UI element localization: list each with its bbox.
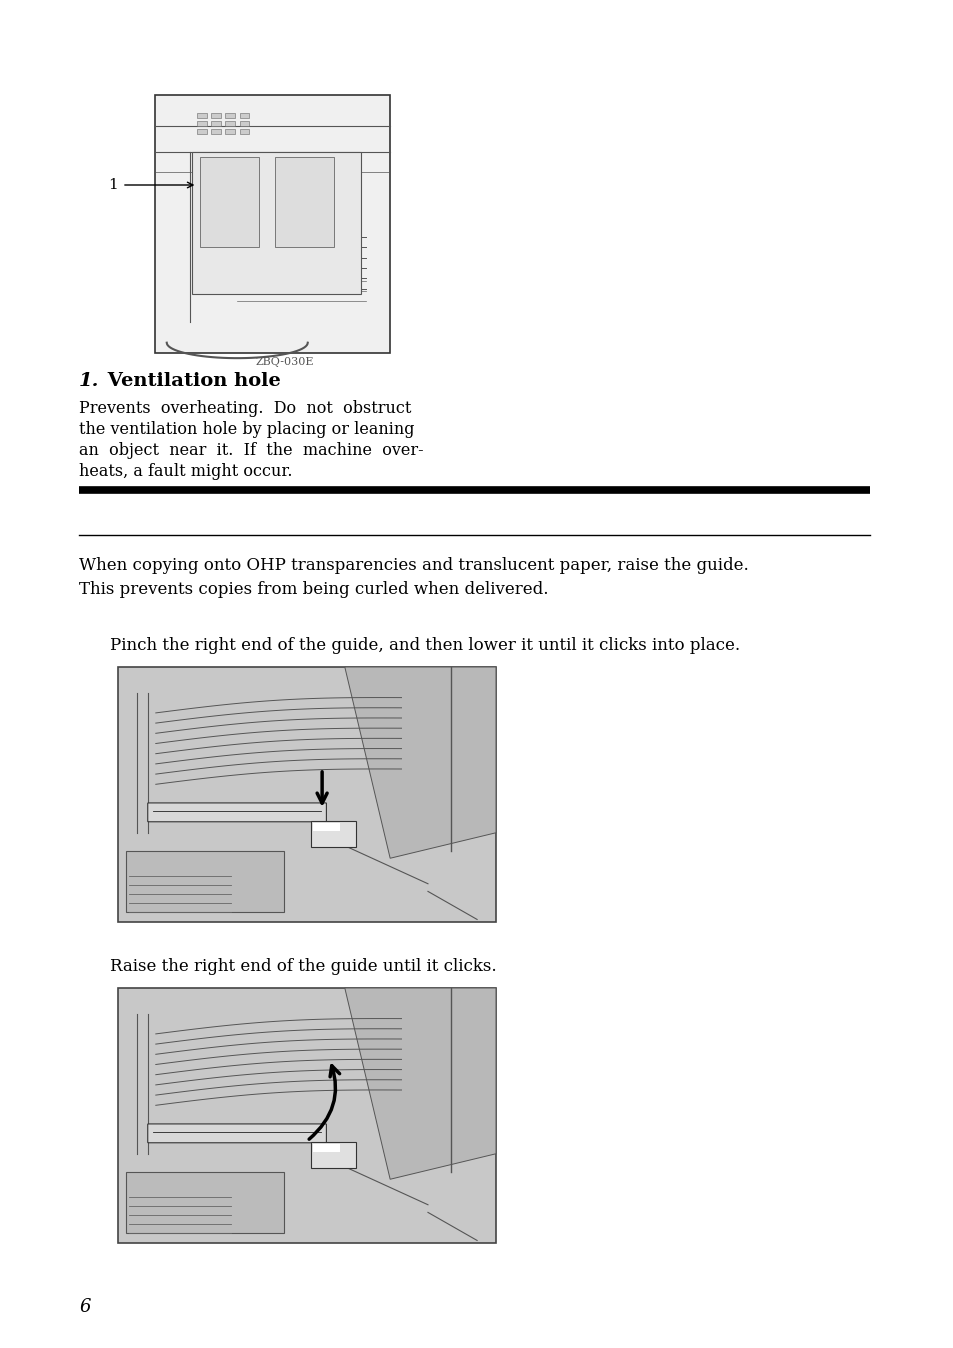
Bar <box>225 128 234 133</box>
Bar <box>197 113 207 119</box>
Bar <box>311 821 355 847</box>
Text: This prevents copies from being curled when delivered.: This prevents copies from being curled w… <box>79 581 548 599</box>
Bar <box>197 128 207 133</box>
Text: Ventilation hole: Ventilation hole <box>101 372 280 390</box>
Text: ZBQ-030E: ZBQ-030E <box>255 357 314 367</box>
Text: the ventilation hole by placing or leaning: the ventilation hole by placing or leani… <box>79 421 414 438</box>
Text: Prevents  overheating.  Do  not  obstruct: Prevents overheating. Do not obstruct <box>79 400 411 417</box>
Text: heats, a fault might occur.: heats, a fault might occur. <box>79 462 293 480</box>
Bar <box>118 988 496 1243</box>
Text: an  object  near  it.  If  the  machine  over-: an object near it. If the machine over- <box>79 442 423 460</box>
Bar <box>225 113 234 119</box>
Bar <box>313 824 339 830</box>
Bar <box>154 94 390 353</box>
Bar <box>311 1142 355 1167</box>
Text: Pinch the right end of the guide, and then lower it until it clicks into place.: Pinch the right end of the guide, and th… <box>110 638 740 654</box>
Bar <box>239 128 249 133</box>
Bar <box>118 667 496 922</box>
Text: Raise the right end of the guide until it clicks.: Raise the right end of the guide until i… <box>110 958 497 975</box>
Bar <box>212 121 220 125</box>
Bar <box>239 121 249 125</box>
Text: When copying onto OHP transparencies and translucent paper, raise the guide.: When copying onto OHP transparencies and… <box>79 557 748 574</box>
Bar <box>126 1171 284 1233</box>
Text: 6: 6 <box>79 1298 91 1316</box>
FancyBboxPatch shape <box>148 803 326 822</box>
Bar <box>212 113 220 119</box>
Polygon shape <box>344 667 496 859</box>
Bar <box>275 156 334 247</box>
Bar <box>193 152 361 294</box>
Bar <box>200 156 258 247</box>
FancyBboxPatch shape <box>148 1124 326 1143</box>
Bar <box>212 128 220 133</box>
Bar <box>225 121 234 125</box>
Polygon shape <box>344 988 496 1180</box>
Bar <box>313 1144 339 1153</box>
Bar <box>239 113 249 119</box>
Bar <box>197 121 207 125</box>
Text: 1: 1 <box>108 178 117 191</box>
Text: 1.: 1. <box>79 372 99 390</box>
Bar <box>126 851 284 911</box>
